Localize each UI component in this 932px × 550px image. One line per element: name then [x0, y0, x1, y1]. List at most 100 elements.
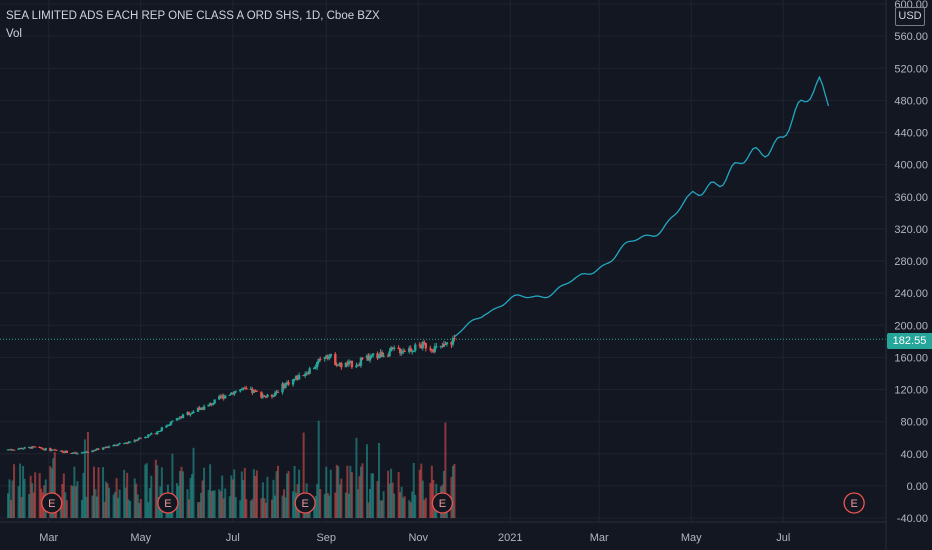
volume-bar: [388, 483, 391, 518]
volume-bar: [358, 476, 361, 518]
volume-bar: [340, 478, 343, 518]
earnings-marker[interactable]: E: [843, 492, 865, 514]
candle-body: [430, 349, 434, 351]
volume-bar: [201, 480, 204, 518]
grid: [0, 0, 886, 522]
earnings-marker[interactable]: E: [41, 492, 63, 514]
volume-bar: [32, 492, 35, 518]
candle-body: [157, 431, 161, 433]
time-axis[interactable]: Mar May Jul Sep Nov 2021 Mar May Jul: [39, 532, 790, 544]
candle-body: [240, 389, 243, 391]
volume-bar: [13, 464, 16, 518]
volume-bar: [108, 487, 111, 518]
volume-bar: [430, 465, 433, 518]
forecast-line: [454, 75, 830, 338]
volume-bar: [319, 489, 322, 518]
candle-body: [291, 379, 295, 385]
currency-button[interactable]: USD: [895, 7, 925, 26]
candle-body: [43, 449, 46, 451]
volume-bar: [283, 489, 286, 518]
volume-bar: [198, 502, 201, 518]
volume-bar: [391, 482, 394, 518]
volume-bar: [355, 437, 358, 518]
volume-bar: [228, 496, 231, 518]
candle-body: [30, 446, 34, 449]
candle-body: [171, 420, 174, 422]
candle-body: [127, 441, 130, 444]
candle-body: [409, 348, 412, 352]
earnings-marker[interactable]: E: [431, 492, 454, 514]
candle-body: [199, 408, 203, 410]
earnings-marker-label: E: [301, 498, 308, 510]
volume-bar: [224, 488, 227, 518]
candle-body: [367, 355, 370, 361]
volume-bar: [298, 469, 301, 518]
volume-bar: [74, 486, 77, 518]
candle-body: [116, 444, 120, 446]
volume-bar: [390, 468, 393, 518]
candle-body: [196, 407, 200, 412]
volume-bar: [403, 496, 406, 518]
volume-bar: [376, 481, 379, 518]
candle-body: [148, 434, 151, 436]
candle-body: [397, 347, 400, 349]
price-tick-label: 520.00: [894, 63, 928, 75]
earnings-marker[interactable]: E: [157, 492, 179, 514]
volume-bar: [429, 483, 432, 518]
earnings-marker[interactable]: E: [294, 492, 316, 514]
volume-bar: [181, 471, 184, 518]
candle-body: [70, 452, 73, 454]
volume-bar: [275, 471, 278, 518]
volume-bar: [83, 439, 86, 518]
volume-bar: [106, 483, 109, 518]
candle-body: [207, 404, 210, 407]
time-tick-label: Jul: [226, 532, 240, 544]
candle-body: [180, 416, 183, 418]
candle-body: [346, 362, 349, 365]
volume-bar: [356, 489, 359, 518]
candle-body: [50, 449, 53, 451]
time-tick-label: Sep: [316, 532, 336, 544]
candle-body: [107, 446, 111, 448]
candle-body: [9, 449, 13, 451]
candle-body: [101, 447, 105, 450]
price-axis[interactable]: 600.00 560.00 520.00 480.00 440.00 400.00 360.…: [894, 0, 928, 525]
volume-bar: [11, 480, 14, 518]
volume-bar: [115, 478, 118, 518]
candle-body: [287, 382, 290, 385]
candle-body: [73, 452, 76, 454]
volume-bar: [129, 500, 132, 518]
volume-bar: [70, 485, 73, 518]
current-price-tag: 182.55: [887, 333, 932, 349]
price-tick-label: 240.00: [894, 288, 928, 300]
volume-bar: [92, 466, 95, 518]
candle-body: [187, 412, 191, 415]
price-tick-label: 560.00: [894, 31, 928, 43]
candle-body: [356, 365, 360, 367]
candle-body: [386, 355, 390, 357]
volume-bar: [350, 472, 353, 518]
volume-bar: [254, 475, 257, 518]
candle-body: [125, 442, 129, 444]
candle-body: [275, 391, 278, 393]
candle-body: [439, 345, 443, 347]
volume-bar: [252, 469, 255, 518]
volume-bar: [393, 493, 396, 518]
candle-body: [27, 447, 31, 449]
volume-bar: [453, 463, 456, 518]
candle-body: [252, 390, 256, 393]
volume-bar: [20, 496, 23, 518]
candle-body: [104, 446, 108, 448]
volume-bar: [399, 492, 402, 518]
volume-bar: [400, 486, 403, 518]
candle-body: [74, 452, 78, 454]
volume-bar: [251, 499, 254, 518]
candle-body: [150, 433, 153, 435]
candle-body: [64, 450, 67, 453]
candle-body: [306, 373, 310, 375]
volume-bar: [261, 482, 264, 518]
volume-bar: [270, 499, 273, 518]
volume-bar: [189, 478, 192, 518]
